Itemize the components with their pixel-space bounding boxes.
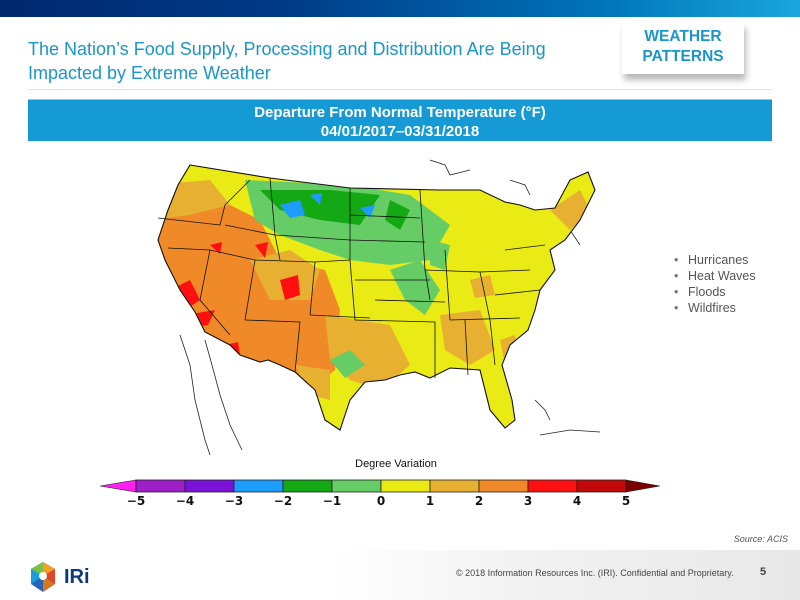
bullet-item: Heat Waves (674, 268, 756, 284)
banner-date-range: 04/01/2017–03/31/2018 (320, 123, 480, 140)
colorbar-segment (380, 479, 431, 493)
title-divider (28, 89, 772, 90)
us-temperature-anomaly-map (157, 159, 600, 456)
colorbar-title: Degree Variation (355, 458, 437, 470)
weather-bullets: Hurricanes Heat Waves Floods Wildfires (674, 252, 756, 316)
logo-text: IRi (64, 566, 90, 588)
iri-logo-icon (31, 562, 55, 592)
temperature-colorbar: −5 −4 −3 −2 −1 0 1 2 3 4 5 (100, 479, 660, 508)
colorbar-tick-label: 3 (524, 494, 532, 508)
colorbar-tick-label: 0 (377, 494, 385, 508)
state-boundaries (157, 164, 596, 431)
page-title: The Nation’s Food Supply, Processing and… (28, 39, 546, 83)
colorbar-tick-label: 5 (622, 494, 630, 508)
copyright-text: © 2018 Information Resources Inc. (IRI).… (456, 568, 734, 578)
colorbar-tick-label: −2 (274, 494, 292, 508)
colorbar-tick-label: −1 (323, 494, 341, 508)
colorbar-tick-label: −3 (225, 494, 243, 508)
section-tag: WEATHER PATTERNS (622, 22, 744, 74)
source-note: Source: ACIS (733, 534, 788, 544)
colorbar-segment (331, 479, 382, 493)
section-tag-line1: WEATHER (644, 28, 722, 45)
colorbar-tick-label: 2 (475, 494, 483, 508)
colorbar-segment (233, 479, 284, 493)
colorbar-tick-label: 1 (426, 494, 434, 508)
section-tag-line2: PATTERNS (642, 48, 724, 65)
top-gradient-bar (0, 0, 800, 17)
colorbar-segment (282, 479, 333, 493)
colorbar-segment (429, 479, 480, 493)
colorbar-segment (135, 479, 186, 493)
bullet-item: Wildfires (674, 300, 756, 316)
colorbar-segment (184, 479, 235, 493)
colorbar-tick-label: 4 (573, 494, 581, 508)
colorbar-low-arrow (100, 479, 137, 493)
colorbar-tick-label: −5 (127, 494, 145, 508)
page-number: 5 (760, 566, 767, 578)
chart-banner: Departure From Normal Temperature (°F) 0… (28, 99, 772, 141)
colorbar-segment (527, 479, 578, 493)
bullet-item: Hurricanes (674, 252, 756, 268)
colorbar-segment (478, 479, 529, 493)
bullet-item: Floods (674, 284, 756, 300)
footer-band (330, 550, 800, 600)
colorbar-tick-label: −4 (176, 494, 194, 508)
colorbar-high-arrow (625, 479, 660, 493)
colorbar-segment (576, 479, 627, 493)
banner-title: Departure From Normal Temperature (°F) (254, 104, 546, 121)
